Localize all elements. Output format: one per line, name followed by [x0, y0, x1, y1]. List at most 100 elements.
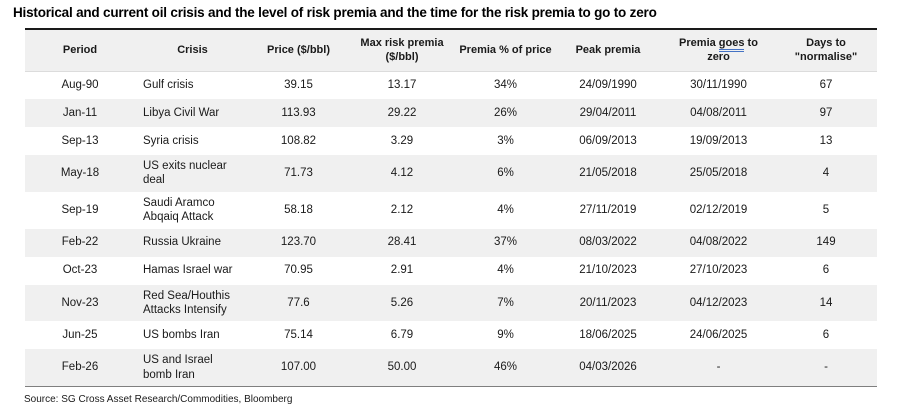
source-note: Source: SG Cross Asset Research/Commodit… — [24, 394, 293, 405]
table-cell: 2.91 — [390, 264, 414, 277]
table-cell: 18/06/2025 — [579, 329, 637, 342]
table-cell: 46% — [493, 361, 518, 374]
table-cell: 6 — [822, 329, 830, 342]
table-cell: US bombs Iran — [143, 329, 220, 342]
table-cell: US exits nuclear deal — [143, 160, 227, 187]
table-cell: Libya Civil War — [143, 106, 220, 119]
table-cell: Feb-26 — [61, 361, 99, 374]
column-header: Peak premia — [575, 44, 641, 57]
table-cell: Gulf crisis — [143, 79, 194, 92]
table-cell: - — [824, 361, 828, 374]
table-cell: 6.79 — [390, 329, 414, 342]
table-cell: 2.12 — [390, 203, 414, 216]
table-cell: 67 — [819, 79, 833, 92]
page-title: Historical and current oil crisis and th… — [13, 5, 657, 20]
table-cell: 75.14 — [284, 329, 313, 342]
table-cell: - — [716, 361, 721, 374]
table-row: Oct-23 Hamas Israel war 70.95 2.91 4% 21/10/2… — [25, 257, 877, 285]
table-cell: 5 — [822, 203, 830, 216]
table-cell: 3.29 — [390, 134, 414, 147]
table-cell: 39.15 — [284, 79, 313, 92]
table-cell: 5.26 — [390, 296, 414, 309]
table-body: Aug-90 Gulf crisis 39.15 13.17 34% 24/09/1990… — [25, 71, 877, 387]
column-header: Premia goes to zero — [679, 36, 758, 64]
table-cell: 14 — [819, 296, 833, 309]
column-header: Premia % of price — [459, 44, 552, 57]
table-cell: 77.6 — [287, 296, 310, 309]
table-cell: Hamas Israel war — [143, 264, 233, 277]
table-row: Feb-26 US and Israel bomb Iran 107.00 50.00… — [25, 349, 877, 387]
table-cell: 3% — [497, 134, 514, 147]
table-cell: 19/09/2013 — [689, 134, 748, 147]
table-cell: 24/06/2025 — [689, 329, 748, 342]
table-cell: 27/10/2023 — [689, 264, 748, 277]
table-row: Sep-13 Syria crisis 108.82 3.29 3% 06/09/2013… — [25, 127, 877, 155]
table-cell: 7% — [497, 296, 514, 309]
table-cell: Jun-25 — [62, 329, 98, 342]
table-cell: 21/10/2023 — [579, 264, 637, 277]
column-header: Price ($/bbl) — [267, 44, 330, 57]
table-cell: 08/03/2022 — [579, 236, 637, 249]
table-cell: 4% — [497, 203, 514, 216]
table-cell: Syria crisis — [143, 134, 199, 147]
table-cell: 37% — [493, 236, 518, 249]
table-cell: May-18 — [60, 167, 100, 180]
table-cell: 29.22 — [387, 106, 417, 119]
table-header-row: Period Crisis Price ($/bbl) Max risk premia… — [25, 29, 877, 71]
table-cell: 6 — [822, 264, 830, 277]
table-cell: 58.18 — [284, 203, 313, 216]
table-cell: Russia Ukraine — [143, 236, 221, 249]
table-cell: 21/05/2018 — [579, 167, 637, 180]
table-cell: Sep-13 — [61, 134, 99, 147]
grammar-underlined-word: goes — [718, 36, 745, 52]
table-cell: 34% — [493, 79, 518, 92]
table-cell: 02/12/2019 — [689, 203, 748, 216]
table-cell: 06/09/2013 — [579, 134, 637, 147]
table-cell: 107.00 — [280, 361, 317, 374]
table-cell: 108.82 — [280, 134, 317, 147]
table-cell: 26% — [493, 106, 518, 119]
table-cell: 30/11/1990 — [690, 79, 747, 92]
table-cell: Saudi Aramco Abqaiq Attack — [143, 196, 215, 224]
table-cell: 13 — [819, 134, 833, 147]
table-cell: 28.41 — [387, 236, 417, 249]
table-cell: 4.12 — [390, 167, 414, 180]
table-row: Aug-90 Gulf crisis 39.15 13.17 34% 24/09/1990… — [25, 71, 877, 99]
table-cell: 71.73 — [284, 167, 313, 180]
table-cell: 113.93 — [281, 106, 316, 119]
page: { "title": "Historical and current oil c… — [0, 5, 902, 411]
table-row: May-18 US exits nuclear deal 71.73 4.12 6% 21… — [25, 155, 877, 192]
table-cell: 04/12/2023 — [689, 296, 748, 309]
column-header: Days to "normalise" — [794, 36, 858, 64]
table-cell: 6% — [497, 167, 514, 180]
table-cell: Oct-23 — [62, 264, 98, 277]
table-row: Jan-11 Libya Civil War 113.93 29.22 26% 29/04… — [25, 99, 877, 127]
table-cell: 9% — [497, 329, 514, 342]
table-cell: 149 — [816, 236, 836, 249]
table-cell: 25/05/2018 — [689, 167, 748, 180]
table-row: Sep-19 Saudi Aramco Abqaiq Attack 58.18 2.1… — [25, 192, 877, 229]
table-cell: 70.95 — [284, 264, 313, 277]
table-cell: 29/04/2011 — [579, 106, 637, 119]
table-cell: Aug-90 — [61, 79, 99, 92]
table-cell: 13.17 — [387, 79, 417, 92]
table-cell: 97 — [819, 106, 833, 119]
table-cell: 4% — [497, 264, 514, 277]
table-cell: Red Sea/Houthis Attacks Intensify — [143, 289, 230, 316]
crisis-table: Period Crisis Price ($/bbl) Max risk premia… — [25, 28, 877, 387]
column-header: Crisis — [177, 44, 208, 57]
table-cell: 04/08/2022 — [689, 236, 748, 249]
table-cell: 123.70 — [280, 236, 317, 249]
table-cell: 4 — [822, 167, 830, 180]
table-cell: 04/08/2011 — [690, 106, 747, 119]
column-header: Max risk premia ($/bbl) — [360, 36, 444, 64]
table-cell: 04/03/2026 — [579, 361, 637, 374]
table-row: Nov-23 Red Sea/Houthis Attacks Intensify 7… — [25, 284, 877, 322]
table-header: Period Crisis Price ($/bbl) Max risk premia… — [25, 29, 877, 71]
table-cell: Sep-19 — [61, 203, 99, 216]
table-row: Feb-22 Russia Ukraine 123.70 28.41 37% 08/03/… — [25, 228, 877, 257]
table-cell: 24/09/1990 — [579, 79, 637, 92]
table-cell: Feb-22 — [61, 236, 99, 249]
table-row: Jun-25 US bombs Iran 75.14 6.79 9% 18/06/2025… — [25, 321, 877, 349]
table-cell: Jan-11 — [62, 106, 98, 119]
